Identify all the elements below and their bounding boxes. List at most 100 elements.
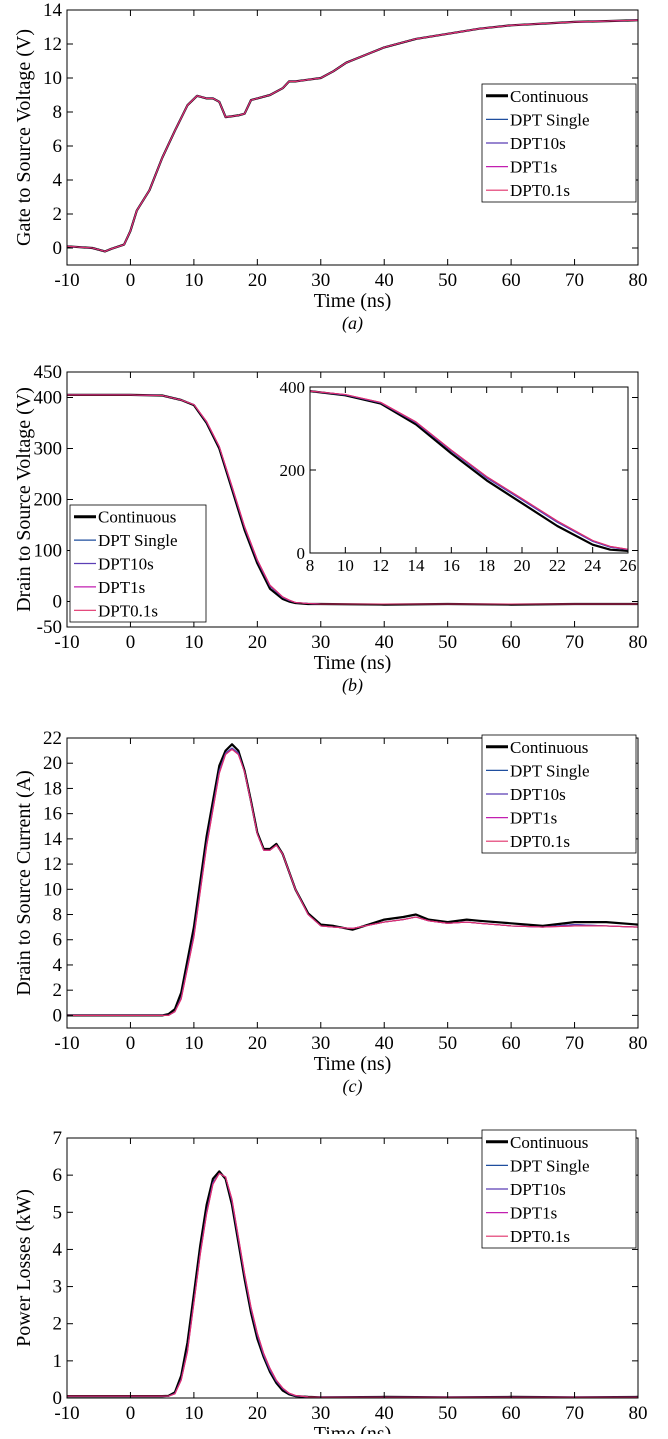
y-tick-label: 7 xyxy=(53,1128,63,1149)
x-tick-label: 30 xyxy=(311,1033,330,1054)
y-tick-label: 200 xyxy=(34,490,63,511)
panel-caption: (c) xyxy=(343,1076,363,1097)
legend-entry: DPT1s xyxy=(510,1204,557,1223)
x-tick-label: 70 xyxy=(565,270,584,291)
y-tick-label: 16 xyxy=(43,804,62,825)
legend-entry: Continuous xyxy=(510,87,588,106)
y-axis-label: Gate to Source Voltage (V) xyxy=(13,29,35,246)
y-tick-label: 4 xyxy=(53,955,63,976)
series-line-dpt0-1s xyxy=(67,394,638,605)
y-tick-label: 0 xyxy=(53,592,63,613)
x-tick-label: 10 xyxy=(184,1033,203,1054)
legend: Continuous DPT Single DPT10s DPT1s DPT0.1s xyxy=(481,83,637,203)
panel-caption: (a) xyxy=(342,313,363,334)
legend-entry: Continuous xyxy=(98,508,176,527)
y-tick-label: 22 xyxy=(43,728,62,749)
y-tick-label: 18 xyxy=(43,778,62,799)
x-tick-label: 20 xyxy=(248,1033,267,1054)
series-line-dpt0-1s xyxy=(67,748,638,1016)
chart-panel-0: -10 0 10 20 30 40 50 60 70 80 0 2 4 6 8 10 12 14 Time (ns)… xyxy=(13,0,648,334)
x-tick-label: 18 xyxy=(478,556,495,575)
x-tick-label: 40 xyxy=(375,270,394,291)
x-tick-label: 22 xyxy=(549,556,566,575)
x-tick-label: 10 xyxy=(184,270,203,291)
y-tick-label: 6 xyxy=(53,1165,63,1186)
y-tick-label: 0 xyxy=(53,1005,63,1026)
legend-entry: DPT10s xyxy=(510,1180,566,1199)
x-tick-label: 10 xyxy=(184,1403,203,1424)
legend-entry: DPT Single xyxy=(98,531,178,550)
chart-panel-1: -10 0 10 20 30 40 50 60 70 80-500100200300400450T… xyxy=(13,362,648,696)
plot-frame xyxy=(66,1137,639,1399)
y-axis-label: Drain to Source Current (A) xyxy=(13,770,35,996)
legend-entry: DPT1s xyxy=(98,578,145,597)
x-tick-label: 60 xyxy=(502,632,521,653)
x-tick-label: 50 xyxy=(438,270,457,291)
y-tick-label: 0 xyxy=(53,238,63,259)
series-group xyxy=(67,393,638,606)
x-tick-label: 10 xyxy=(184,632,203,653)
legend-entry: DPT0.1s xyxy=(510,181,570,200)
y-tick-label: 20 xyxy=(43,753,62,774)
x-tick-label: 14 xyxy=(408,556,426,575)
legend-entry: DPT0.1s xyxy=(98,601,158,620)
series-group xyxy=(310,390,628,552)
series-line-dpt0-1s xyxy=(67,19,638,252)
plot-frame xyxy=(66,737,639,1029)
inset-background xyxy=(310,387,628,553)
x-tick-label: 20 xyxy=(248,270,267,291)
x-tick-label: 50 xyxy=(438,632,457,653)
x-tick-label: -10 xyxy=(54,1403,79,1424)
chart-panel-3: -10 0 10 20 30 40 50 60 70 80 0 2 4 6 8 10 12 14 16 18 20 22 T… xyxy=(13,728,648,1097)
legend-entry: DPT Single xyxy=(510,110,590,129)
legend-entry: DPT10s xyxy=(98,555,154,574)
legend-entry: DPT Single xyxy=(510,1156,590,1175)
x-tick-label: 12 xyxy=(372,556,389,575)
x-tick-label: 50 xyxy=(438,1403,457,1424)
x-tick-label: 10 xyxy=(337,556,354,575)
legend-entry: DPT0.1s xyxy=(510,832,570,851)
x-tick-label: 20 xyxy=(248,1403,267,1424)
x-tick-label: 80 xyxy=(629,632,648,653)
x-tick-label: 60 xyxy=(502,1033,521,1054)
x-tick-label: 0 xyxy=(126,632,136,653)
x-tick-label: 26 xyxy=(620,556,637,575)
y-tick-label: 0 xyxy=(297,544,306,563)
x-tick-label: 70 xyxy=(565,632,584,653)
x-tick-label: 80 xyxy=(629,1403,648,1424)
series-line-continuous xyxy=(310,390,628,552)
y-tick-label: -50 xyxy=(37,617,62,638)
legend-entry: DPT10s xyxy=(510,134,566,153)
y-axis-label: Drain to Source Voltage (V) xyxy=(13,387,35,612)
y-tick-label: 100 xyxy=(34,541,63,562)
x-tick-label: 24 xyxy=(584,556,602,575)
x-tick-label: 80 xyxy=(629,1033,648,1054)
y-tick-label: 14 xyxy=(43,0,63,21)
x-tick-label: 80 xyxy=(629,270,648,291)
x-tick-label: 60 xyxy=(502,270,521,291)
y-tick-label: 10 xyxy=(43,879,62,900)
legend-entry: Continuous xyxy=(510,738,588,757)
legend: Continuous DPT Single DPT10s DPT1s DPT0.1s xyxy=(69,504,207,623)
y-tick-label: 400 xyxy=(280,378,306,397)
x-axis-label: Time (ns) xyxy=(314,1423,392,1434)
x-tick-label: 20 xyxy=(514,556,531,575)
y-tick-label: 6 xyxy=(53,136,63,157)
y-tick-label: 0 xyxy=(53,1388,63,1409)
x-axis-label: Time (ns) xyxy=(314,652,392,674)
y-tick-label: 200 xyxy=(280,461,306,480)
y-tick-label: 14 xyxy=(43,829,63,850)
y-tick-label: 4 xyxy=(53,170,63,191)
legend-entry: Continuous xyxy=(510,1133,588,1152)
panel-caption: (b) xyxy=(342,675,363,696)
y-tick-label: 1 xyxy=(53,1351,63,1372)
legend-entry: DPT10s xyxy=(510,785,566,804)
x-tick-label: 60 xyxy=(502,1403,521,1424)
y-tick-label: 4 xyxy=(53,1239,63,1260)
y-axis-label: Power Losses (kW) xyxy=(13,1189,35,1347)
legend-entry: DPT Single xyxy=(510,761,590,780)
x-tick-label: 30 xyxy=(311,632,330,653)
x-tick-label: 40 xyxy=(375,632,394,653)
x-tick-label: 50 xyxy=(438,1033,457,1054)
